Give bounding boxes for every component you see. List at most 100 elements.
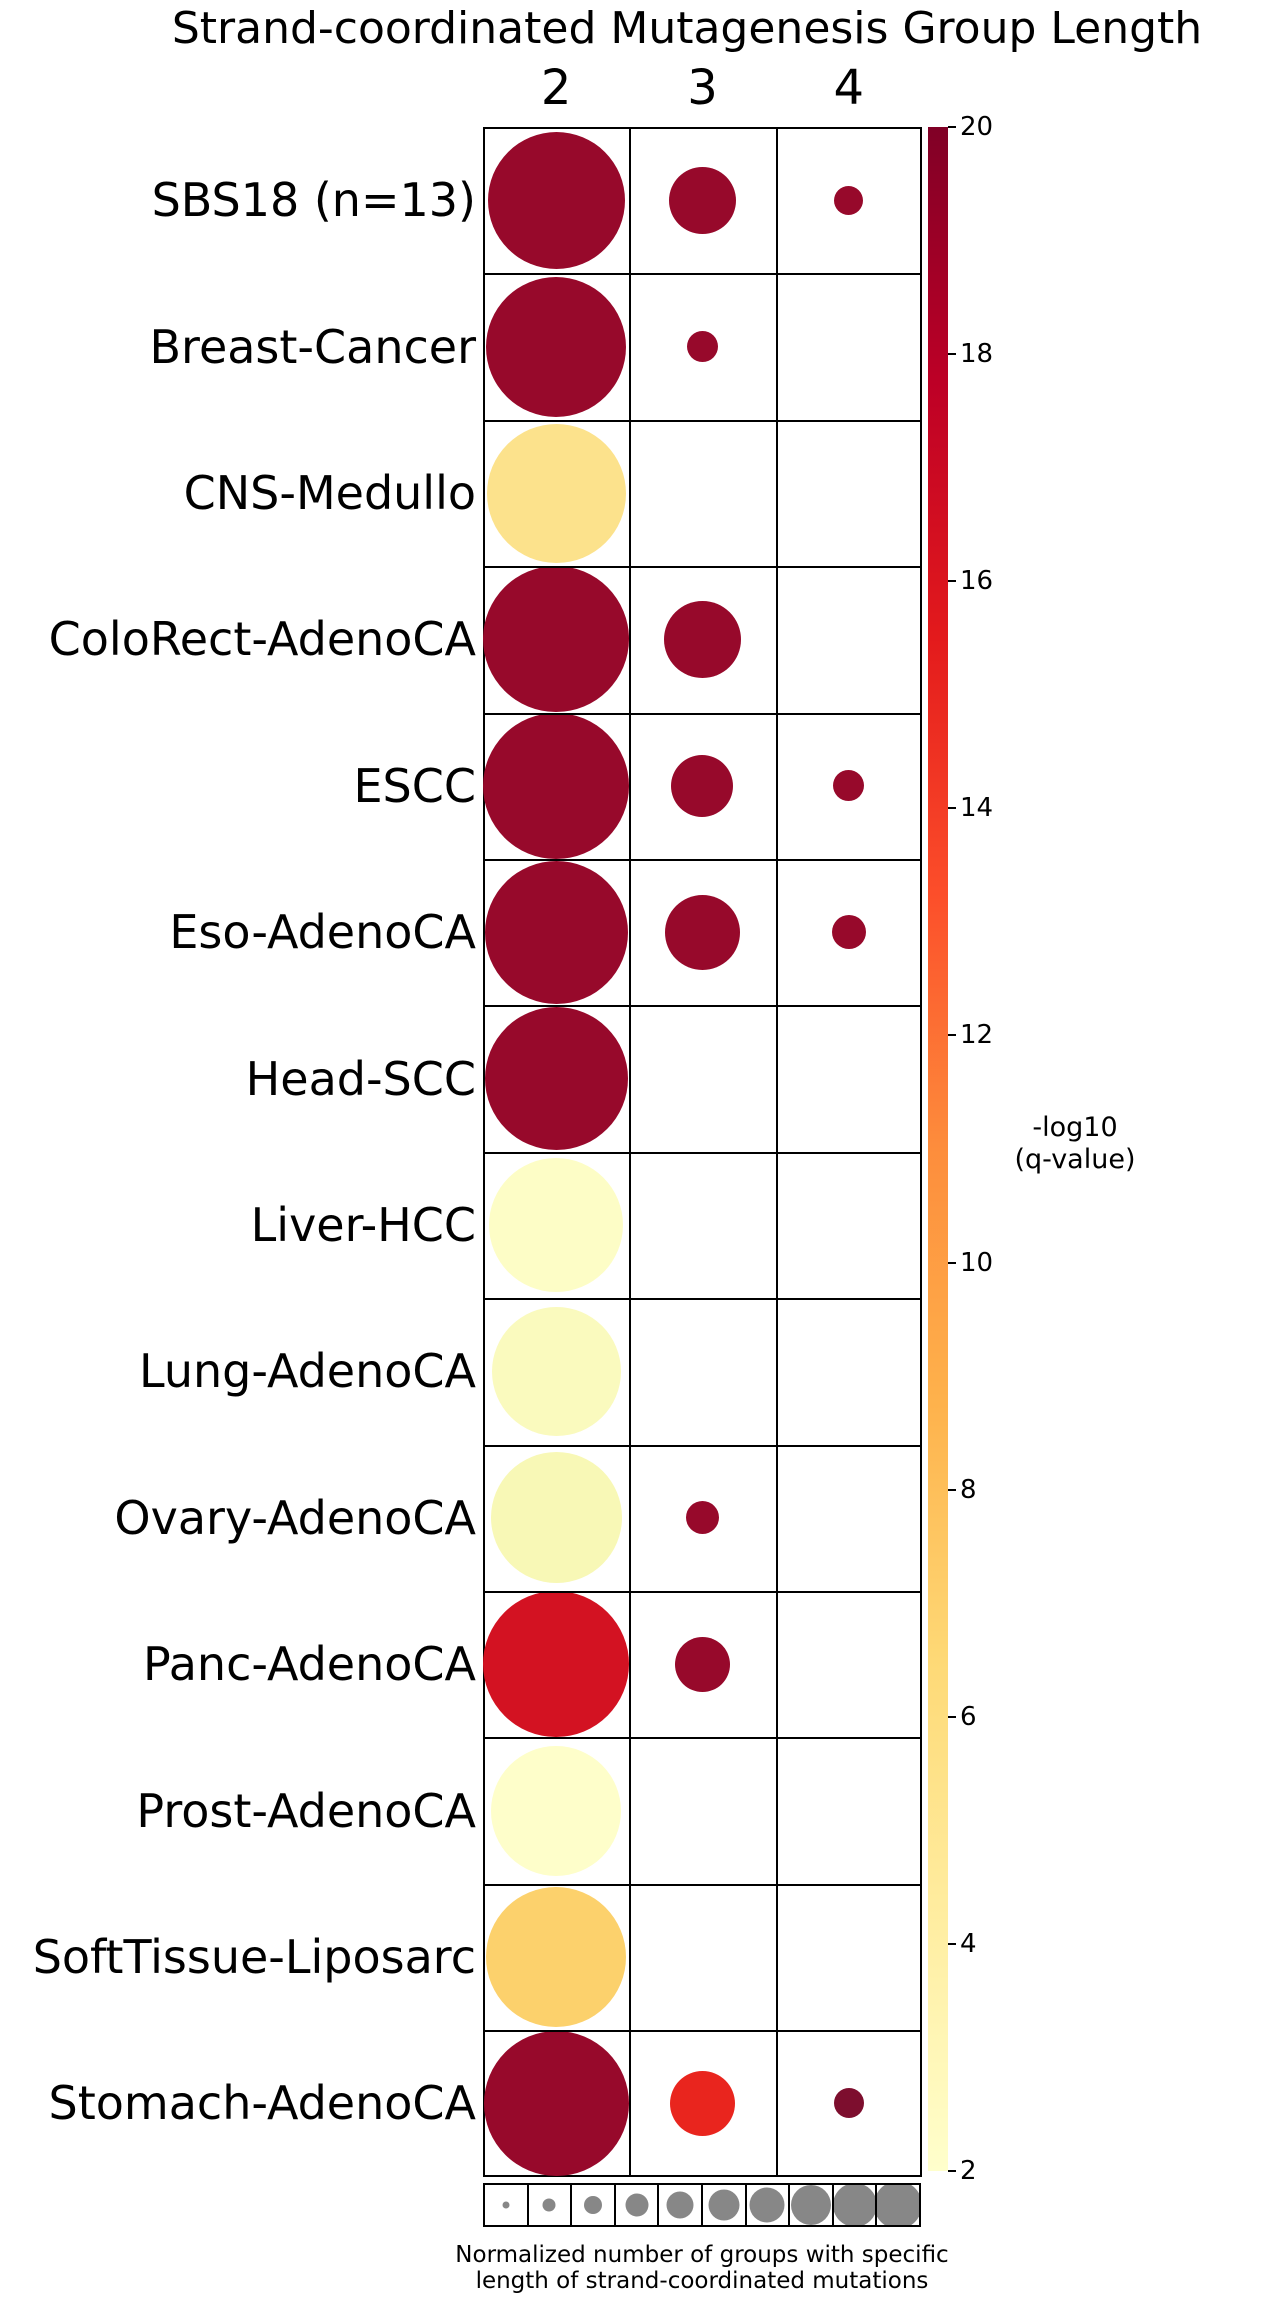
bubble <box>489 1158 624 1292</box>
bubble <box>483 1591 630 1738</box>
grid-row-line <box>485 1591 920 1593</box>
colorbar-tickmark <box>948 1942 956 1945</box>
colorbar-tickmark <box>948 126 956 128</box>
row-label: SBS18 (n=13) <box>151 173 476 228</box>
row-label: Breast-Cancer <box>149 319 476 374</box>
size-legend-caption-line1: Normalized number of groups with specifi… <box>455 2242 949 2268</box>
colorbar-tickmark <box>948 1034 956 1037</box>
colorbar-tick-label: 4 <box>960 1928 977 1959</box>
grid-row-line <box>485 1444 920 1447</box>
bubble <box>663 600 741 678</box>
colorbar-tick-label: 18 <box>960 339 994 370</box>
colorbar-label-line1: -log10 <box>1032 1112 1118 1143</box>
size-legend-circle <box>833 2185 876 2225</box>
size-legend-circle <box>502 2201 510 2209</box>
grid-row-line <box>485 1883 920 1886</box>
size-legend-cell <box>875 2183 921 2227</box>
bubble <box>831 915 866 950</box>
colorbar-tick-label: 14 <box>960 793 994 824</box>
bubble <box>685 1501 719 1535</box>
size-legend-circle <box>877 2185 919 2225</box>
bubble <box>491 1745 622 1876</box>
row-label: Prost-AdenoCA <box>136 1783 476 1838</box>
size-legend-circle <box>790 2185 831 2225</box>
colorbar-label-line2: (q-value) <box>1014 1144 1136 1175</box>
colorbar-tick-label: 12 <box>960 1020 994 1051</box>
size-legend-cell <box>788 2183 834 2227</box>
grid-row-line <box>485 566 920 569</box>
row-label: CNS-Medullo <box>183 466 476 520</box>
size-legend-circle <box>542 2198 556 2212</box>
row-label: ESCC <box>353 758 476 813</box>
bubble <box>668 166 736 234</box>
colorbar-tickmark <box>948 2170 956 2172</box>
bubble <box>674 1636 730 1692</box>
row-label: Panc-AdenoCA <box>143 1637 476 1692</box>
bubble-grid <box>483 127 922 2177</box>
colorbar-tick-label: 2 <box>960 2156 977 2186</box>
bubble <box>484 860 628 1004</box>
column-header-4: 4 <box>833 60 865 116</box>
bubble <box>834 185 864 215</box>
colorbar-tickmark <box>948 580 956 583</box>
grid-row-line <box>485 1151 920 1154</box>
bubble <box>487 131 625 269</box>
size-legend <box>483 2183 921 2227</box>
bubble <box>671 754 734 817</box>
colorbar-tickmark <box>948 1488 956 1491</box>
bubble <box>483 566 630 713</box>
size-legend-cell <box>483 2183 529 2227</box>
grid-row-line <box>485 273 920 276</box>
bubble <box>486 1887 627 2027</box>
colorbar-tick-label: 16 <box>960 566 994 597</box>
grid-column-line <box>629 129 632 2175</box>
bubble <box>483 712 630 859</box>
size-legend-cell <box>744 2183 791 2227</box>
row-label: Ovary-AdenoCA <box>114 1490 476 1545</box>
row-label: Stomach-AdenoCA <box>48 2076 476 2131</box>
row-label: Head-SCC <box>245 1051 476 1106</box>
bubble <box>486 276 627 417</box>
size-legend-cell <box>831 2183 878 2227</box>
colorbar-tickmark <box>948 1715 956 1718</box>
colorbar-tickmark <box>948 1261 956 1264</box>
bubble <box>833 770 865 802</box>
colorbar-tick-label: 8 <box>960 1474 977 1505</box>
bubble <box>669 2070 735 2136</box>
size-legend-circle <box>708 2189 740 2221</box>
grid-column-line <box>775 129 778 2175</box>
colorbar-tick-label: 10 <box>960 1247 994 1278</box>
bubble <box>486 423 626 563</box>
colorbar-tickmark <box>948 807 956 810</box>
bubble <box>483 2030 629 2176</box>
size-legend-circle <box>625 2193 649 2217</box>
size-legend-cell <box>613 2183 660 2227</box>
bubble <box>664 894 740 970</box>
chart-title: Strand-coordinated Mutagenesis Group Len… <box>171 3 1203 54</box>
size-legend-cell <box>700 2183 747 2227</box>
column-header-2: 2 <box>540 60 572 116</box>
bubble <box>833 2088 864 2119</box>
size-legend-circle <box>666 2191 694 2219</box>
colorbar-tick-label: 6 <box>960 1701 977 1732</box>
bubble <box>490 1452 622 1584</box>
grid-row-line <box>485 712 920 715</box>
size-legend-cell <box>526 2183 573 2227</box>
row-label: Lung-AdenoCA <box>139 1344 476 1399</box>
size-legend-cell <box>570 2183 616 2227</box>
bubble <box>686 331 718 363</box>
size-legend-cell <box>657 2183 703 2227</box>
colorbar-tick-label: 20 <box>960 112 994 142</box>
bubble <box>491 1306 621 1436</box>
grid-row-line <box>485 859 920 861</box>
grid-row-line <box>485 1005 920 1008</box>
row-label: SoftTissue-Liposarc <box>32 1930 476 1984</box>
row-label: ColoRect-AdenoCA <box>48 612 476 667</box>
colorbar-gradient <box>928 127 948 2171</box>
grid-row-line <box>485 1737 920 1740</box>
row-label: Liver-HCC <box>250 1198 476 1252</box>
size-legend-circle <box>749 2187 785 2223</box>
grid-row-line <box>485 419 920 422</box>
grid-row-line <box>485 1298 920 1301</box>
column-header-3: 3 <box>687 60 718 116</box>
